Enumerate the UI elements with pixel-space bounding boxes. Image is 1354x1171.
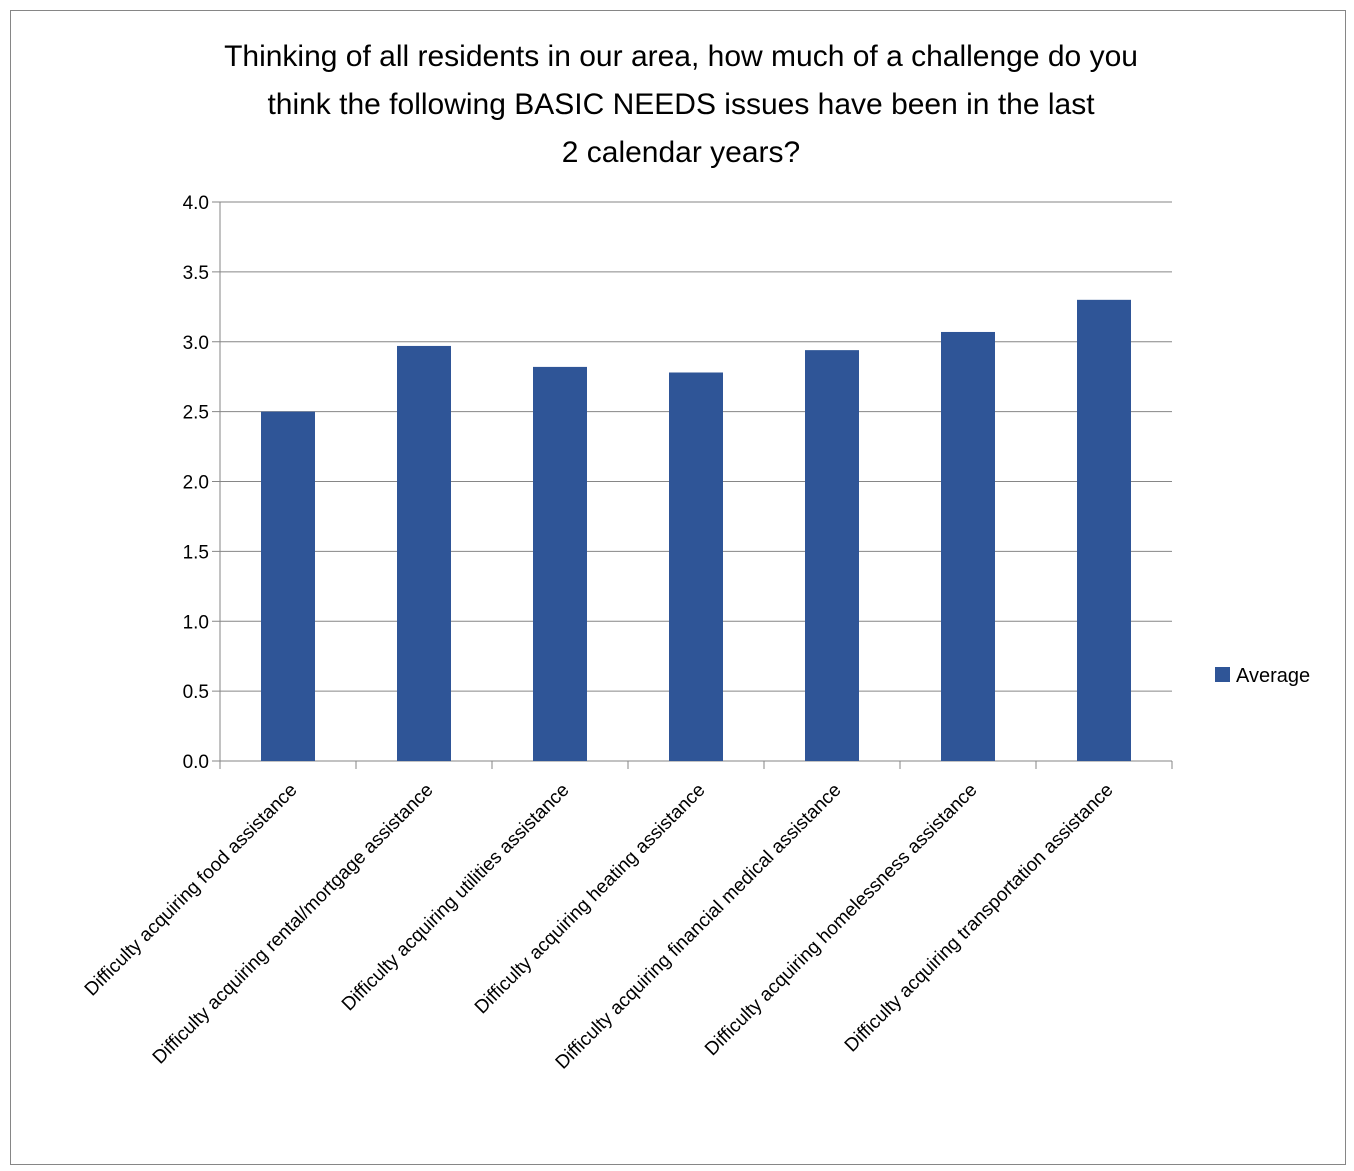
bars — [261, 299, 1131, 761]
x-category-label: Difficulty acquiring transportation assi… — [841, 780, 1118, 1057]
y-tick-labels: 0.0 0.5 1.0 1.5 2.0 2.5 3.0 3.5 4.0 — [183, 193, 209, 773]
y-tick-label: 3.0 — [183, 333, 209, 354]
legend-label: Average — [1236, 665, 1310, 687]
y-tick-label: 1.0 — [183, 612, 209, 633]
chart-title-line: 2 calendar years? — [562, 136, 800, 169]
x-category-label: Difficulty acquiring financial medical a… — [552, 780, 846, 1074]
x-category-label: Difficulty acquiring heating assistance — [471, 780, 710, 1019]
chart-title: Thinking of all residents in our area, h… — [224, 40, 1138, 169]
y-tick-label: 0.5 — [183, 682, 209, 703]
bar — [941, 331, 995, 761]
legend-swatch — [1215, 667, 1230, 682]
chart-title-line: Thinking of all residents in our area, h… — [224, 40, 1138, 73]
x-category-labels: Difficulty acquiring food assistanceDiff… — [81, 780, 1118, 1074]
x-category-label: Difficulty acquiring rental/mortgage ass… — [149, 780, 438, 1069]
bar — [261, 411, 315, 761]
x-category-label: Difficulty acquiring food assistance — [81, 780, 302, 1001]
bar — [805, 350, 859, 761]
y-tick-label: 0.0 — [183, 752, 209, 773]
chart-title-line: think the following BASIC NEEDS issues h… — [267, 88, 1095, 121]
y-tick-label: 1.5 — [183, 542, 209, 563]
x-category-label: Difficulty acquiring homelessness assist… — [701, 780, 981, 1060]
y-tick-label: 2.5 — [183, 403, 209, 424]
legend: Average — [1215, 665, 1310, 687]
bar — [533, 366, 587, 761]
bar — [669, 372, 723, 761]
bar — [1077, 299, 1131, 761]
y-tick-label: 4.0 — [183, 193, 209, 214]
y-tick-label: 2.0 — [183, 473, 209, 494]
bar — [397, 345, 451, 761]
x-category-label: Difficulty acquiring utilities assistanc… — [338, 780, 574, 1016]
y-tick-label: 3.5 — [183, 263, 209, 284]
